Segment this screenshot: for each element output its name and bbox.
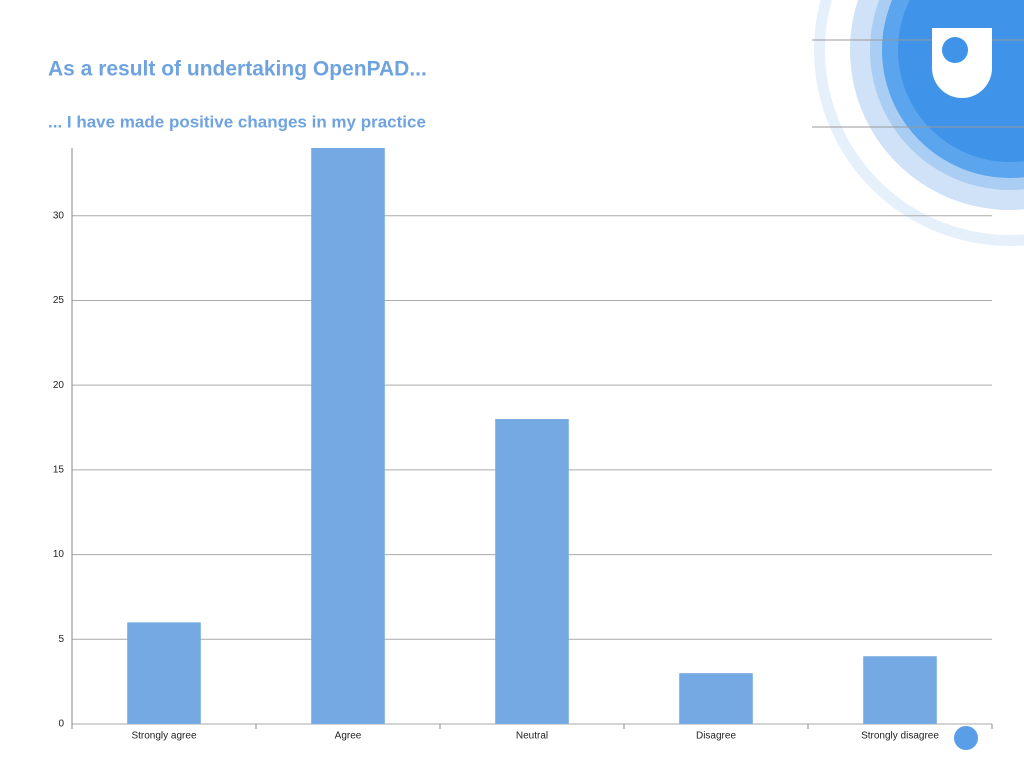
chart-subtitle: ... I have made positive changes in my p… bbox=[48, 112, 426, 131]
bar bbox=[311, 148, 385, 724]
y-tick-label: 15 bbox=[53, 465, 65, 476]
y-tick-label: 25 bbox=[53, 295, 65, 306]
decoration bbox=[812, 0, 1024, 750]
bar bbox=[495, 419, 569, 724]
chart-title: As a result of undertaking OpenPAD... bbox=[48, 58, 427, 81]
bar bbox=[863, 656, 937, 724]
bar bbox=[679, 673, 753, 724]
y-tick-label: 5 bbox=[58, 634, 64, 645]
y-tick-label: 30 bbox=[53, 210, 65, 221]
x-tick-label: Strongly disagree bbox=[861, 731, 939, 742]
y-tick-label: 20 bbox=[53, 380, 65, 391]
x-tick-label: Disagree bbox=[696, 731, 736, 742]
x-tick-label: Agree bbox=[335, 731, 362, 742]
y-tick-label: 10 bbox=[53, 549, 65, 560]
bar bbox=[127, 622, 201, 724]
x-tick-label: Strongly agree bbox=[131, 731, 196, 742]
x-tick-label: Neutral bbox=[516, 731, 548, 742]
y-tick-label: 0 bbox=[58, 719, 64, 730]
